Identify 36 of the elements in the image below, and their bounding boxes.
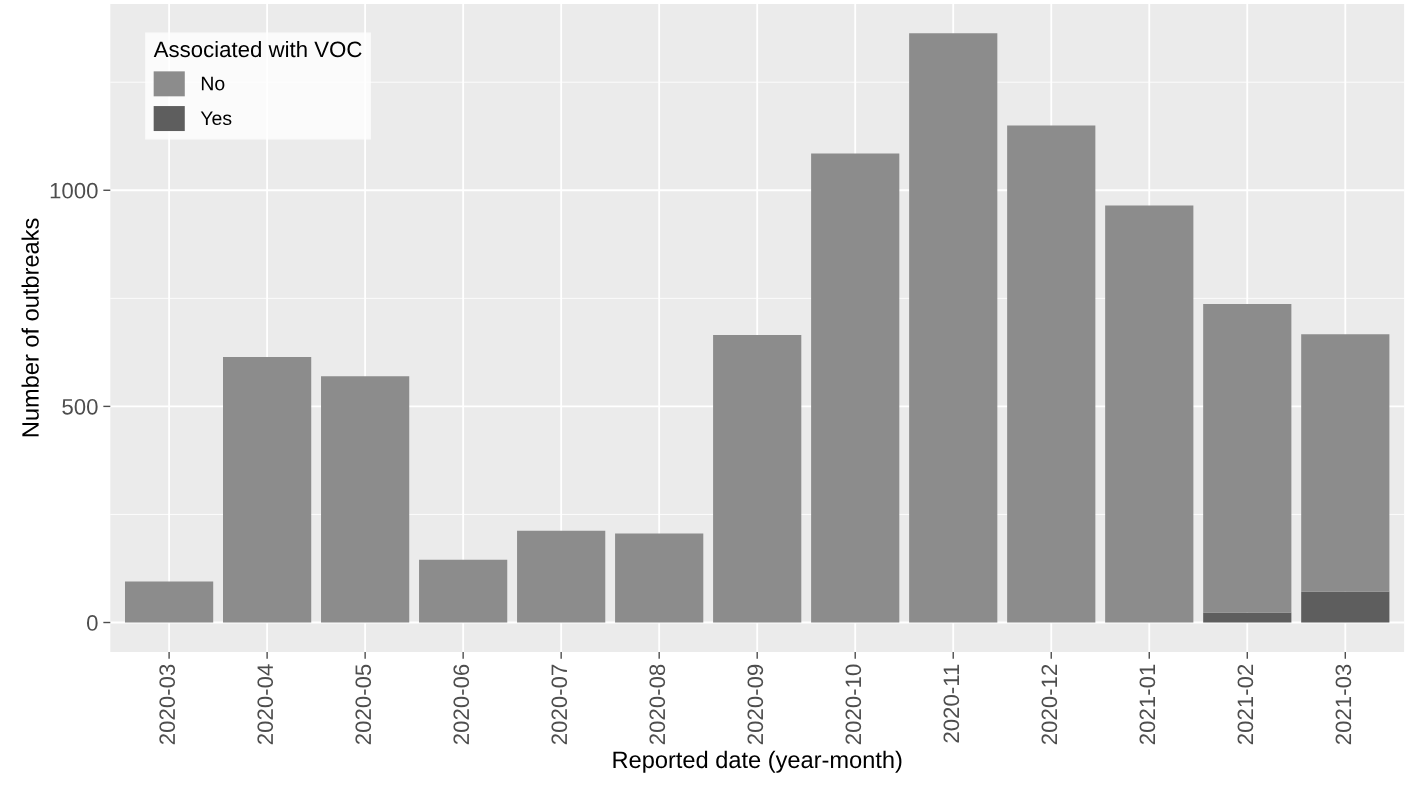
bar xyxy=(419,559,508,623)
bar xyxy=(1203,303,1292,613)
bar xyxy=(811,153,900,623)
x-tick-label: 2020-05 xyxy=(355,664,372,745)
bar xyxy=(124,581,214,623)
x-tick-label: 2020-10 xyxy=(845,664,862,745)
y-tick-label: 0 xyxy=(87,615,98,631)
x-tick-label: 2021-02 xyxy=(1237,664,1254,745)
bar xyxy=(1203,612,1292,623)
x-tick-label: 2020-03 xyxy=(159,664,176,745)
x-axis-title: Reported date (year-month) xyxy=(613,750,902,773)
x-tick-label: 2021-03 xyxy=(1335,664,1352,745)
y-axis-title: Number of outbreaks xyxy=(21,218,39,437)
bar xyxy=(909,33,998,623)
bar xyxy=(321,376,410,623)
bar xyxy=(713,335,802,623)
x-tick-label: 2020-11 xyxy=(943,664,960,743)
bar xyxy=(223,357,312,623)
bar xyxy=(1301,334,1390,592)
bar xyxy=(1105,205,1194,623)
x-tick-label: 2020-12 xyxy=(1041,664,1058,745)
x-tick-label: 2021-01 xyxy=(1139,664,1156,745)
x-tick-label: 2020-08 xyxy=(649,664,666,745)
legend-label: No xyxy=(201,76,225,91)
y-tick-label: 500 xyxy=(62,398,98,415)
bar xyxy=(1007,125,1096,623)
y-tick-label: 1000 xyxy=(50,182,98,199)
x-tick-label: 2020-07 xyxy=(551,664,568,745)
x-tick-label: 2020-06 xyxy=(453,664,470,745)
x-tick-label: 2020-09 xyxy=(747,664,764,745)
legend-label: Yes xyxy=(200,111,232,126)
bar xyxy=(1301,591,1390,623)
bar xyxy=(615,533,704,623)
legend-title: Associated with VOC xyxy=(153,40,362,58)
x-tick-label: 2020-04 xyxy=(257,664,274,745)
bar xyxy=(517,530,606,623)
